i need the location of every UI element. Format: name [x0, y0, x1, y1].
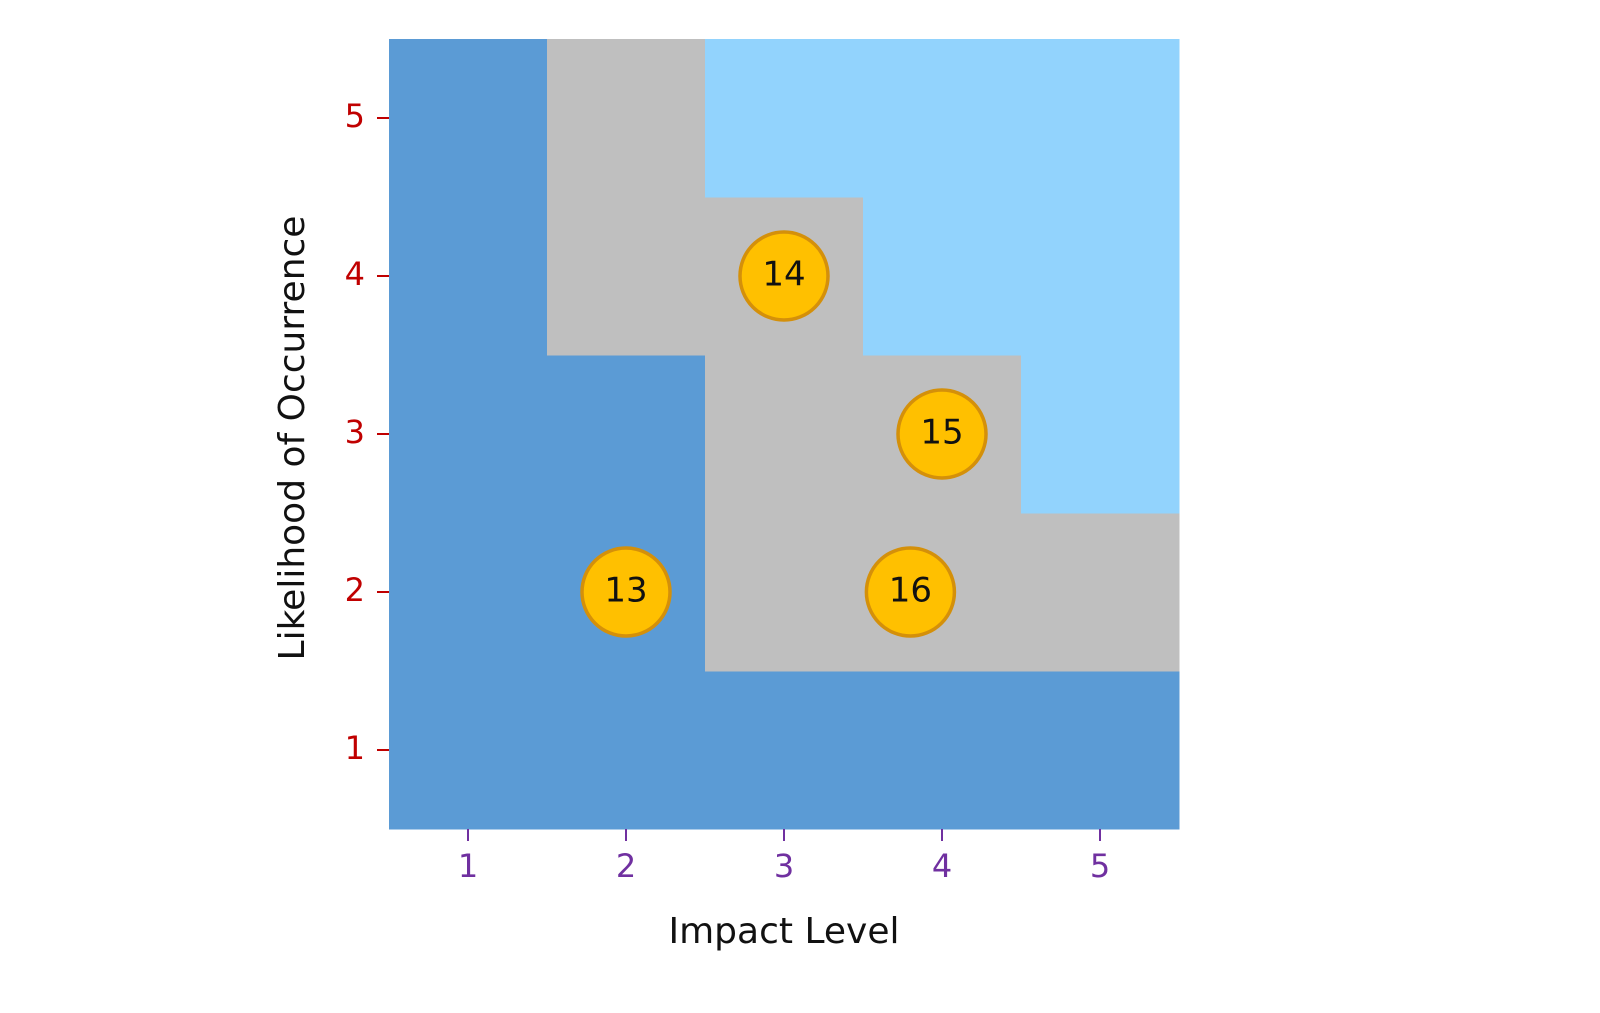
y-tick-label: 3 — [345, 413, 365, 451]
zone-cell — [863, 671, 1022, 830]
zone-cell — [1021, 671, 1180, 830]
risk-marker — [580, 546, 672, 638]
x-tick-label: 2 — [616, 847, 636, 885]
zone-cell — [1021, 355, 1180, 514]
zone-cell — [705, 671, 864, 830]
risk-label: 15 — [920, 413, 963, 453]
x-axis-title: Impact Level — [669, 911, 900, 952]
risk-label: 16 — [889, 571, 932, 611]
risk-label: 13 — [604, 571, 647, 611]
zone-cell — [863, 39, 1022, 198]
zone-cell — [389, 671, 548, 830]
risk-marker — [896, 388, 988, 480]
zone-cell — [863, 197, 1022, 356]
zone-cell — [389, 513, 548, 672]
zone-cell — [705, 513, 864, 672]
y-tick-label: 5 — [345, 97, 365, 135]
y-axis-title: Likelihood of Occurrence — [272, 216, 313, 661]
risk-marker — [864, 546, 957, 638]
zone-cell — [1021, 39, 1180, 198]
zone-cell — [1021, 197, 1180, 356]
zone-cell — [1021, 513, 1180, 672]
zone-cell — [547, 355, 706, 514]
risk-marker — [738, 230, 830, 322]
y-tick-label: 1 — [345, 729, 365, 767]
zone-cell — [389, 197, 548, 356]
zone-cell — [705, 355, 864, 514]
zone-cell — [547, 39, 706, 198]
x-tick-label: 4 — [932, 847, 952, 885]
y-tick-label: 2 — [345, 571, 365, 609]
zone-cell — [547, 671, 706, 830]
zone-cell — [705, 39, 864, 198]
risk-label: 14 — [762, 255, 805, 295]
zone-cell — [547, 197, 706, 356]
x-tick-label: 3 — [774, 847, 794, 885]
x-tick-label: 5 — [1090, 847, 1110, 885]
zone-cell — [389, 355, 548, 514]
zone-cell — [389, 39, 548, 198]
y-tick-label: 4 — [345, 255, 365, 293]
x-tick-label: 1 — [458, 847, 478, 885]
